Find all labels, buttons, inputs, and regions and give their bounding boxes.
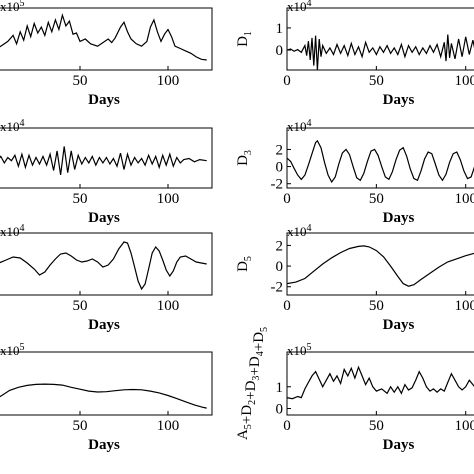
series-line-1 — [0, 13, 207, 61]
y-tick-label: -2 — [271, 177, 284, 193]
x-tick-label: 0 — [283, 418, 291, 434]
x-axis-label: Days — [88, 317, 120, 333]
panel-5: 50 100 Days x104 — [0, 223, 213, 333]
axis-multiplier: x105 — [0, 342, 25, 358]
x-tick-label: 50 — [73, 191, 88, 207]
panel-8: 0 50 100 0 1 Days x105 A5+D2+D3+D4+D5 — [235, 327, 474, 453]
y-tick-label: 0 — [276, 43, 284, 59]
y-axis-label: D3 — [235, 150, 254, 166]
y-tick-label: -2 — [271, 280, 284, 296]
x-tick-label: 50 — [73, 73, 88, 89]
y-tick-label: 1 — [276, 21, 284, 37]
x-tick-label: 100 — [157, 73, 180, 89]
x-axis-label: Days — [383, 317, 415, 333]
x-tick-label: 100 — [454, 73, 474, 89]
x-tick-label: 100 — [157, 298, 180, 314]
series-line-1 — [0, 241, 207, 291]
x-tick-label: 50 — [369, 73, 384, 89]
axes-frame — [286, 7, 474, 71]
series-line-1 — [0, 146, 207, 175]
panel-2: 0 50 100 0 1 Days x104 D1 — [235, 0, 474, 108]
x-tick-label: 50 — [369, 418, 384, 434]
y-axis-label: D1 — [235, 31, 254, 47]
axis-multiplier: x105 — [0, 0, 25, 14]
x-tick-label: 50 — [73, 418, 88, 434]
x-axis-label: Days — [88, 92, 120, 108]
panel-1: 50 100 Days x105 — [0, 0, 213, 108]
x-tick-label: 100 — [454, 418, 474, 434]
x-axis-label: Days — [88, 437, 120, 453]
x-tick-label: 50 — [73, 298, 88, 314]
x-tick-label: 0 — [283, 191, 291, 207]
x-tick-label: 50 — [369, 298, 384, 314]
y-tick-label: 2 — [276, 238, 284, 254]
series-line-1 — [0, 383, 207, 409]
y-axis-label: D5 — [235, 256, 254, 272]
x-axis-label: Days — [383, 437, 415, 453]
axes-frame — [286, 232, 474, 296]
axis-multiplier: x104 — [0, 118, 25, 134]
y-tick-label: 2 — [276, 142, 284, 158]
x-tick-label: 100 — [157, 191, 180, 207]
y-tick-label: 0 — [276, 259, 284, 275]
series-line-1 — [286, 34, 474, 71]
x-tick-label: 0 — [283, 73, 291, 89]
y-tick-label: 0 — [276, 160, 284, 176]
x-axis-label: Days — [383, 92, 415, 108]
panel-3: 50 100 Days x104 — [0, 118, 213, 226]
axis-multiplier: x104 — [0, 223, 25, 239]
axes-frame — [0, 7, 213, 71]
series-line-1 — [286, 245, 474, 287]
axis-multiplier: x104 — [287, 118, 312, 134]
y-tick-label: 1 — [276, 380, 284, 396]
y-axis-label: A5+D2+D3+D4+D5 — [235, 327, 270, 440]
x-tick-label: 100 — [454, 191, 474, 207]
x-axis-label: Days — [383, 210, 415, 226]
axis-multiplier: x104 — [287, 0, 312, 14]
y-tick-label: 0 — [276, 401, 284, 417]
x-tick-label: 100 — [454, 298, 474, 314]
axis-multiplier: x105 — [287, 342, 312, 358]
panel-4: 0 50 100 -20 2 Days x104 D3 — [235, 118, 474, 226]
axes-frame — [0, 232, 213, 296]
axis-multiplier: x104 — [287, 223, 312, 239]
x-tick-label: 0 — [283, 298, 291, 314]
series-line-1 — [286, 365, 474, 400]
series-line-1 — [286, 139, 474, 184]
x-tick-label: 100 — [157, 418, 180, 434]
panel-7: 50 100 Days x105 — [0, 342, 213, 453]
axes-frame — [286, 351, 474, 416]
axes-frame — [0, 351, 213, 416]
axes-frame — [286, 127, 474, 189]
x-axis-label: Days — [88, 210, 120, 226]
panel-6: 0 50 100 -2 0 2 Days x104 D5 — [235, 223, 474, 333]
x-tick-label: 50 — [369, 191, 384, 207]
axes-frame — [0, 127, 213, 189]
